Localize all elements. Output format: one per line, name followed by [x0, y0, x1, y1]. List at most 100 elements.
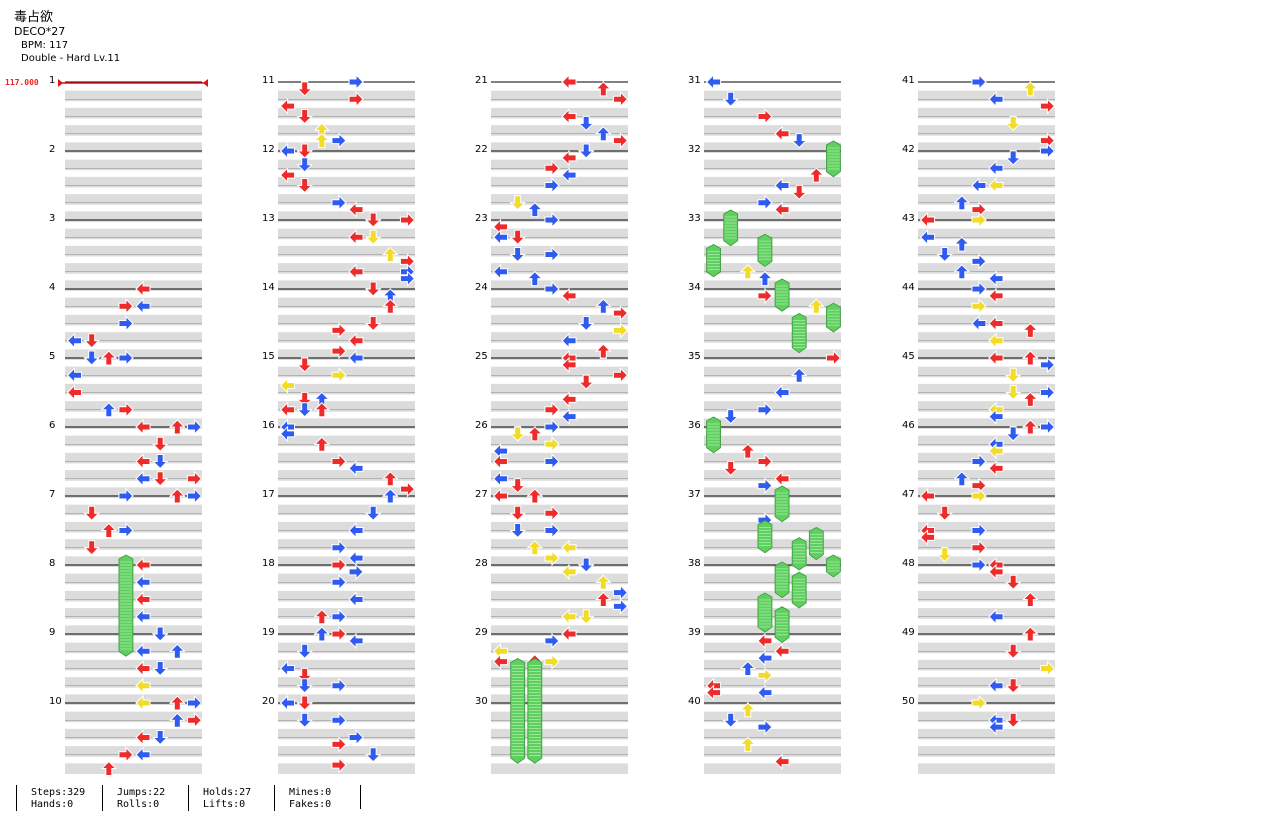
arrow-note	[364, 212, 382, 228]
beat-stripe	[491, 625, 628, 636]
arrow-note	[577, 115, 595, 132]
beat-stripe	[491, 694, 628, 705]
beat-stripe	[918, 314, 1055, 326]
beat-stripe	[918, 659, 1055, 671]
arrow-note	[561, 608, 577, 625]
arrow-note	[83, 540, 100, 556]
beat-stripe	[65, 314, 202, 326]
beat-stripe	[65, 245, 202, 257]
beat-stripe	[704, 142, 841, 153]
arrow-note	[382, 488, 399, 504]
beat-stripe	[491, 677, 628, 688]
song-header: 毒占欲 DECO*27 BPM: 117 Double - Hard Lv.11	[14, 10, 120, 65]
arrow-note	[739, 660, 757, 676]
measure-column-5: 41 42 43 44 45 46 47 48 49 50	[902, 75, 1055, 774]
arrow-note	[1039, 142, 1056, 160]
arrow-note	[988, 160, 1004, 177]
arrow-note	[1039, 356, 1056, 374]
arrow-note	[561, 539, 577, 556]
beat-stripe	[704, 470, 841, 481]
beat-stripe	[491, 659, 628, 671]
beat-stripe	[65, 521, 202, 533]
arrow-note	[705, 73, 722, 91]
arrow-note	[988, 315, 1004, 332]
beat-stripe	[704, 539, 841, 550]
beat-stripe	[278, 125, 415, 136]
hold-note	[706, 416, 721, 454]
arrow-note	[135, 608, 151, 625]
arrow-note	[612, 322, 629, 339]
beat-stripe	[704, 107, 841, 119]
beat-stripe	[704, 677, 841, 688]
stat-steps: Steps:329	[31, 787, 86, 798]
arrow-note	[988, 677, 1004, 694]
measure-number: 14	[262, 282, 275, 293]
arrow-note	[492, 470, 509, 487]
beat-stripe	[918, 504, 1055, 516]
measure-number: 33	[688, 213, 701, 224]
arrow-note	[66, 367, 83, 384]
arrow-note	[953, 471, 971, 487]
arrow-note	[135, 729, 151, 746]
arrow-note	[348, 591, 364, 608]
beat-stripe	[491, 746, 628, 757]
measure-number: 9	[49, 627, 55, 638]
arrow-note	[561, 73, 577, 91]
beat-stripe	[704, 418, 841, 429]
song-bpm: BPM: 117	[21, 40, 69, 51]
beat-stripe	[918, 211, 1055, 222]
arrow-note	[296, 157, 313, 173]
arrow-note	[492, 263, 509, 280]
arrow-note	[595, 81, 612, 97]
bpm-change-label: 117.000	[5, 78, 39, 87]
measure-number: 17	[262, 489, 275, 500]
beat-stripe	[65, 452, 202, 464]
hold-note	[826, 302, 841, 333]
beat-stripe	[278, 314, 415, 326]
arrow-note	[988, 718, 1004, 736]
measure-number: 44	[902, 282, 915, 293]
stat-group-steps: Steps:329 Hands:0	[16, 785, 102, 811]
beat-stripe	[278, 228, 415, 240]
arrow-note	[331, 322, 347, 339]
arrow-note	[544, 522, 560, 539]
beat-stripe	[491, 642, 628, 654]
arrow-note	[544, 632, 560, 650]
arrow-note	[186, 418, 203, 436]
beat-stripe	[65, 677, 202, 688]
arrow-note	[739, 702, 757, 718]
beat-stripe	[491, 263, 628, 274]
arrow-note	[544, 505, 560, 522]
measure-number: 46	[902, 420, 915, 431]
song-title: 毒占欲	[14, 10, 54, 25]
measure-number: 29	[475, 627, 488, 638]
arrow-note	[526, 540, 544, 556]
measure-number: 3	[49, 213, 55, 224]
measure-number: 35	[688, 351, 701, 362]
measure-number: 11	[262, 75, 275, 86]
beat-stripe	[278, 383, 415, 395]
measure-number: 50	[902, 696, 915, 707]
beat-stripe	[491, 573, 628, 585]
measure-column-3: 21 22 23 24 25 26 27 28 29 30	[475, 75, 628, 774]
arrow-note	[135, 643, 151, 660]
beat-stripe	[704, 263, 841, 274]
arrow-note	[279, 377, 296, 394]
beat-stripe	[491, 728, 628, 740]
arrow-note	[296, 178, 313, 194]
beat-stripe	[65, 280, 202, 291]
arrow-note	[348, 229, 364, 246]
arrow-note	[364, 281, 382, 297]
arrow-note	[382, 246, 399, 262]
arrow-note	[1004, 150, 1022, 166]
arrow-note	[988, 608, 1004, 625]
arrow-note	[757, 632, 773, 650]
hold-note	[826, 140, 841, 178]
arrow-note	[66, 332, 83, 349]
beat-stripe	[704, 401, 841, 412]
measure-number: 36	[688, 420, 701, 431]
beat-stripe	[918, 590, 1055, 602]
beat-stripe	[704, 125, 841, 136]
beat-stripe	[704, 573, 841, 585]
arrow-note	[988, 270, 1004, 287]
